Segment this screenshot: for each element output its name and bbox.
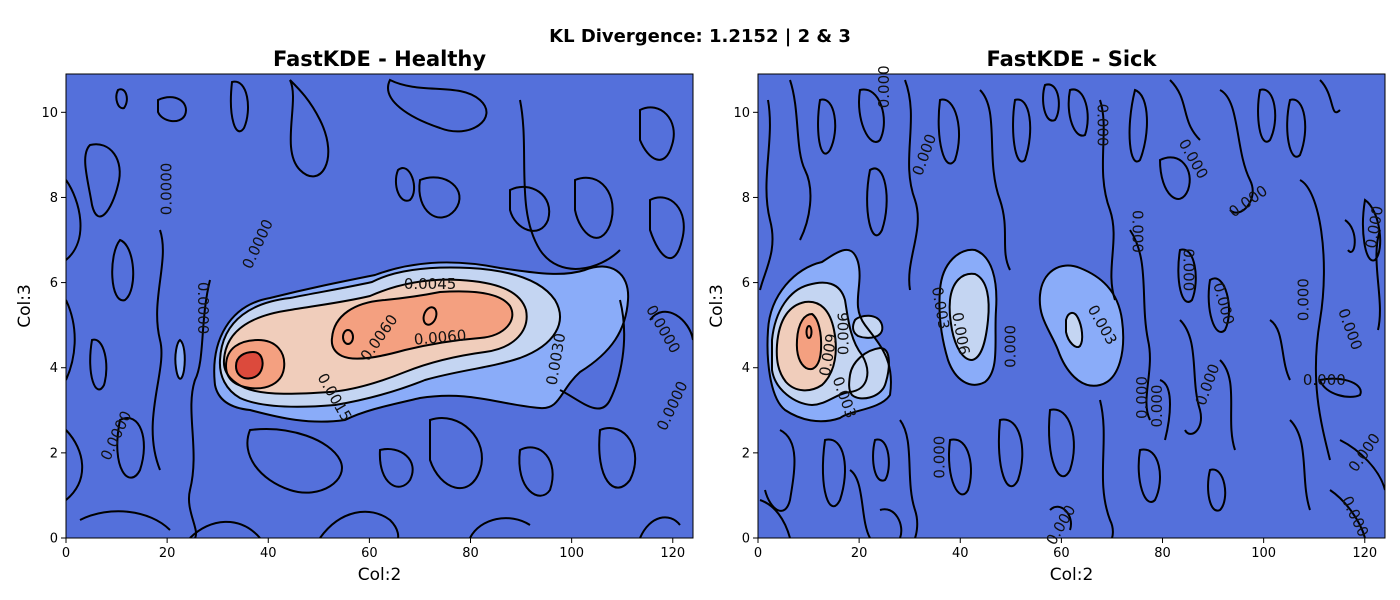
sick-xtick-label: 0 (754, 546, 762, 561)
healthy-xtick-label: 120 (660, 546, 685, 561)
sick-contour-lines (759, 79, 1385, 538)
sick-right-level2-fill (1066, 312, 1083, 348)
sick-plot-area (758, 74, 1385, 538)
sick-contour-label: 0.000 (1133, 376, 1151, 419)
figure-suptitle: KL Divergence: 1.2152 | 2 & 3 (549, 26, 851, 47)
healthy-small-island (175, 340, 185, 379)
healthy-ytick-label: 6 (50, 276, 58, 291)
healthy-x-ticks: 0 20 40 60 80 100 120 (62, 538, 685, 561)
sick-ytick-label: 2 (742, 446, 750, 461)
sick-contour-label: 0.000 (1295, 278, 1313, 321)
healthy-contour-label: 0.0045 (404, 275, 457, 293)
sick-ylabel: Col:3 (707, 284, 727, 328)
sick-contour-label: 0.000 (1148, 385, 1166, 428)
healthy-ytick-label: 4 (50, 361, 58, 376)
sick-xlabel: Col:2 (1050, 565, 1094, 585)
sick-small-blob-b-fill (853, 315, 883, 338)
sick-contour-label: 0.000 (875, 65, 893, 108)
healthy-level5-fill (236, 352, 263, 379)
healthy-ytick-label: 2 (50, 446, 58, 461)
sick-contour-label: 0.000 (1179, 248, 1197, 291)
healthy-xtick-label: 60 (361, 546, 378, 561)
sick-contour-label: 0.000 (1303, 371, 1346, 389)
sick-ytick-label: 8 (742, 191, 750, 206)
healthy-contour-label: 0.0000 (158, 163, 176, 216)
sick-contour-label: 0.000 (931, 436, 949, 479)
sick-x-ticks: 0 20 40 60 80 100 120 (754, 538, 1377, 561)
sick-title: FastKDE - Sick (987, 47, 1158, 71)
healthy-ylabel: Col:3 (15, 284, 35, 328)
sick-middle-level2-fill (949, 273, 989, 360)
sick-xtick-label: 60 (1053, 546, 1070, 561)
healthy-xtick-label: 40 (260, 546, 277, 561)
healthy-contour-label: 0.0060 (413, 326, 467, 349)
healthy-ytick-label: 0 (50, 532, 58, 547)
panel-sick: FastKDE - Sick Col:2 Col:3 0 20 40 60 80 100 1… (707, 47, 1387, 585)
sick-xtick-label: 100 (1251, 546, 1276, 561)
sick-contour-label: 0.000 (1001, 325, 1019, 368)
healthy-ytick-label: 8 (50, 191, 58, 206)
healthy-title: FastKDE - Healthy (273, 47, 486, 71)
healthy-xlabel: Col:2 (358, 565, 402, 585)
sick-xtick-label: 40 (952, 546, 969, 561)
sick-small-blob-fill (849, 348, 889, 399)
healthy-contour-label: 0.0000 (194, 282, 212, 335)
sick-ytick-label: 4 (742, 361, 750, 376)
healthy-y-ticks: 0 2 4 6 8 10 (41, 106, 66, 547)
sick-left-level4-fill (796, 314, 822, 370)
sick-ytick-label: 0 (742, 532, 750, 547)
healthy-xtick-label: 0 (62, 546, 70, 561)
sick-xtick-label: 20 (851, 546, 868, 561)
healthy-xtick-label: 100 (559, 546, 584, 561)
healthy-plot-area (66, 74, 693, 538)
sick-y-ticks: 0 2 4 6 8 10 (733, 106, 758, 547)
sick-ytick-label: 6 (742, 276, 750, 291)
sick-contour-label: 0.006 (834, 312, 852, 355)
sick-xtick-label: 120 (1352, 546, 1377, 561)
healthy-axes-frame (65, 73, 694, 539)
healthy-contour-lines (66, 78, 693, 538)
healthy-xtick-label: 80 (462, 546, 479, 561)
sick-contour-label: 0.000 (1129, 210, 1147, 253)
healthy-ytick-label: 10 (41, 106, 58, 121)
sick-xtick-label: 80 (1154, 546, 1171, 561)
panel-healthy: FastKDE - Healthy Col:2 Col:3 0 20 40 60 80 1… (15, 47, 694, 585)
sick-axes-frame (757, 73, 1386, 539)
sick-ytick-label: 10 (733, 106, 750, 121)
sick-contour-label: 0.000 (1093, 104, 1111, 147)
healthy-xtick-label: 20 (159, 546, 176, 561)
healthy-level4-fill-b (331, 291, 513, 359)
